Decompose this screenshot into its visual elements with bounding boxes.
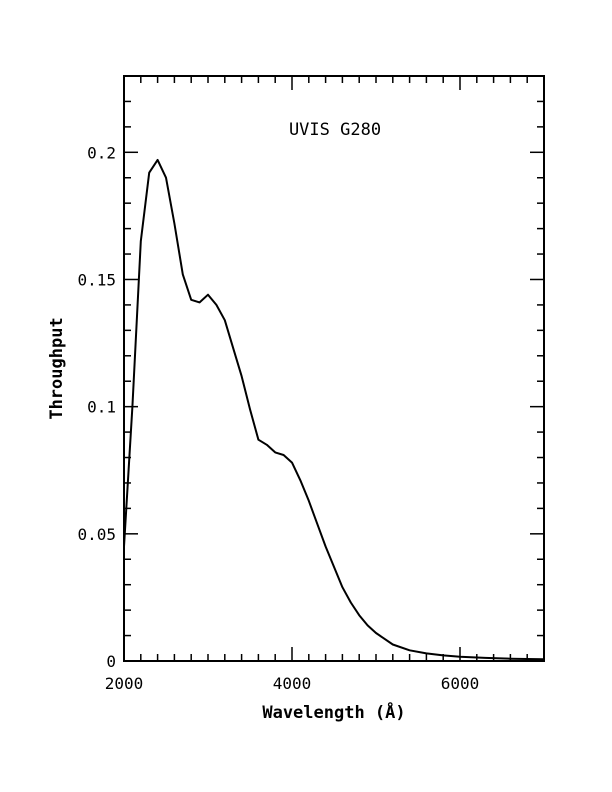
tick-marks <box>123 75 545 662</box>
x-tick-label: 6000 <box>441 674 480 693</box>
x-tick-label: 2000 <box>105 674 144 693</box>
y-tick-label: 0.15 <box>77 270 116 289</box>
x-tick-label: 4000 <box>273 674 312 693</box>
y-tick-label: 0.05 <box>77 525 116 544</box>
throughput-curve <box>123 158 545 661</box>
x-axis-label: Wavelength (Å) <box>262 700 405 723</box>
y-tick-label: 0.2 <box>87 143 116 162</box>
y-tick-label: 0.1 <box>87 398 116 417</box>
plot-frame <box>123 75 545 662</box>
grating-annotation: UVIS G280 <box>289 120 381 140</box>
y-axis-label: Throughput <box>47 317 67 419</box>
tick-labels: 2000 4000 6000 0 0.05 0.1 0.15 0.2 <box>77 143 479 693</box>
y-tick-label: 0 <box>106 652 116 671</box>
